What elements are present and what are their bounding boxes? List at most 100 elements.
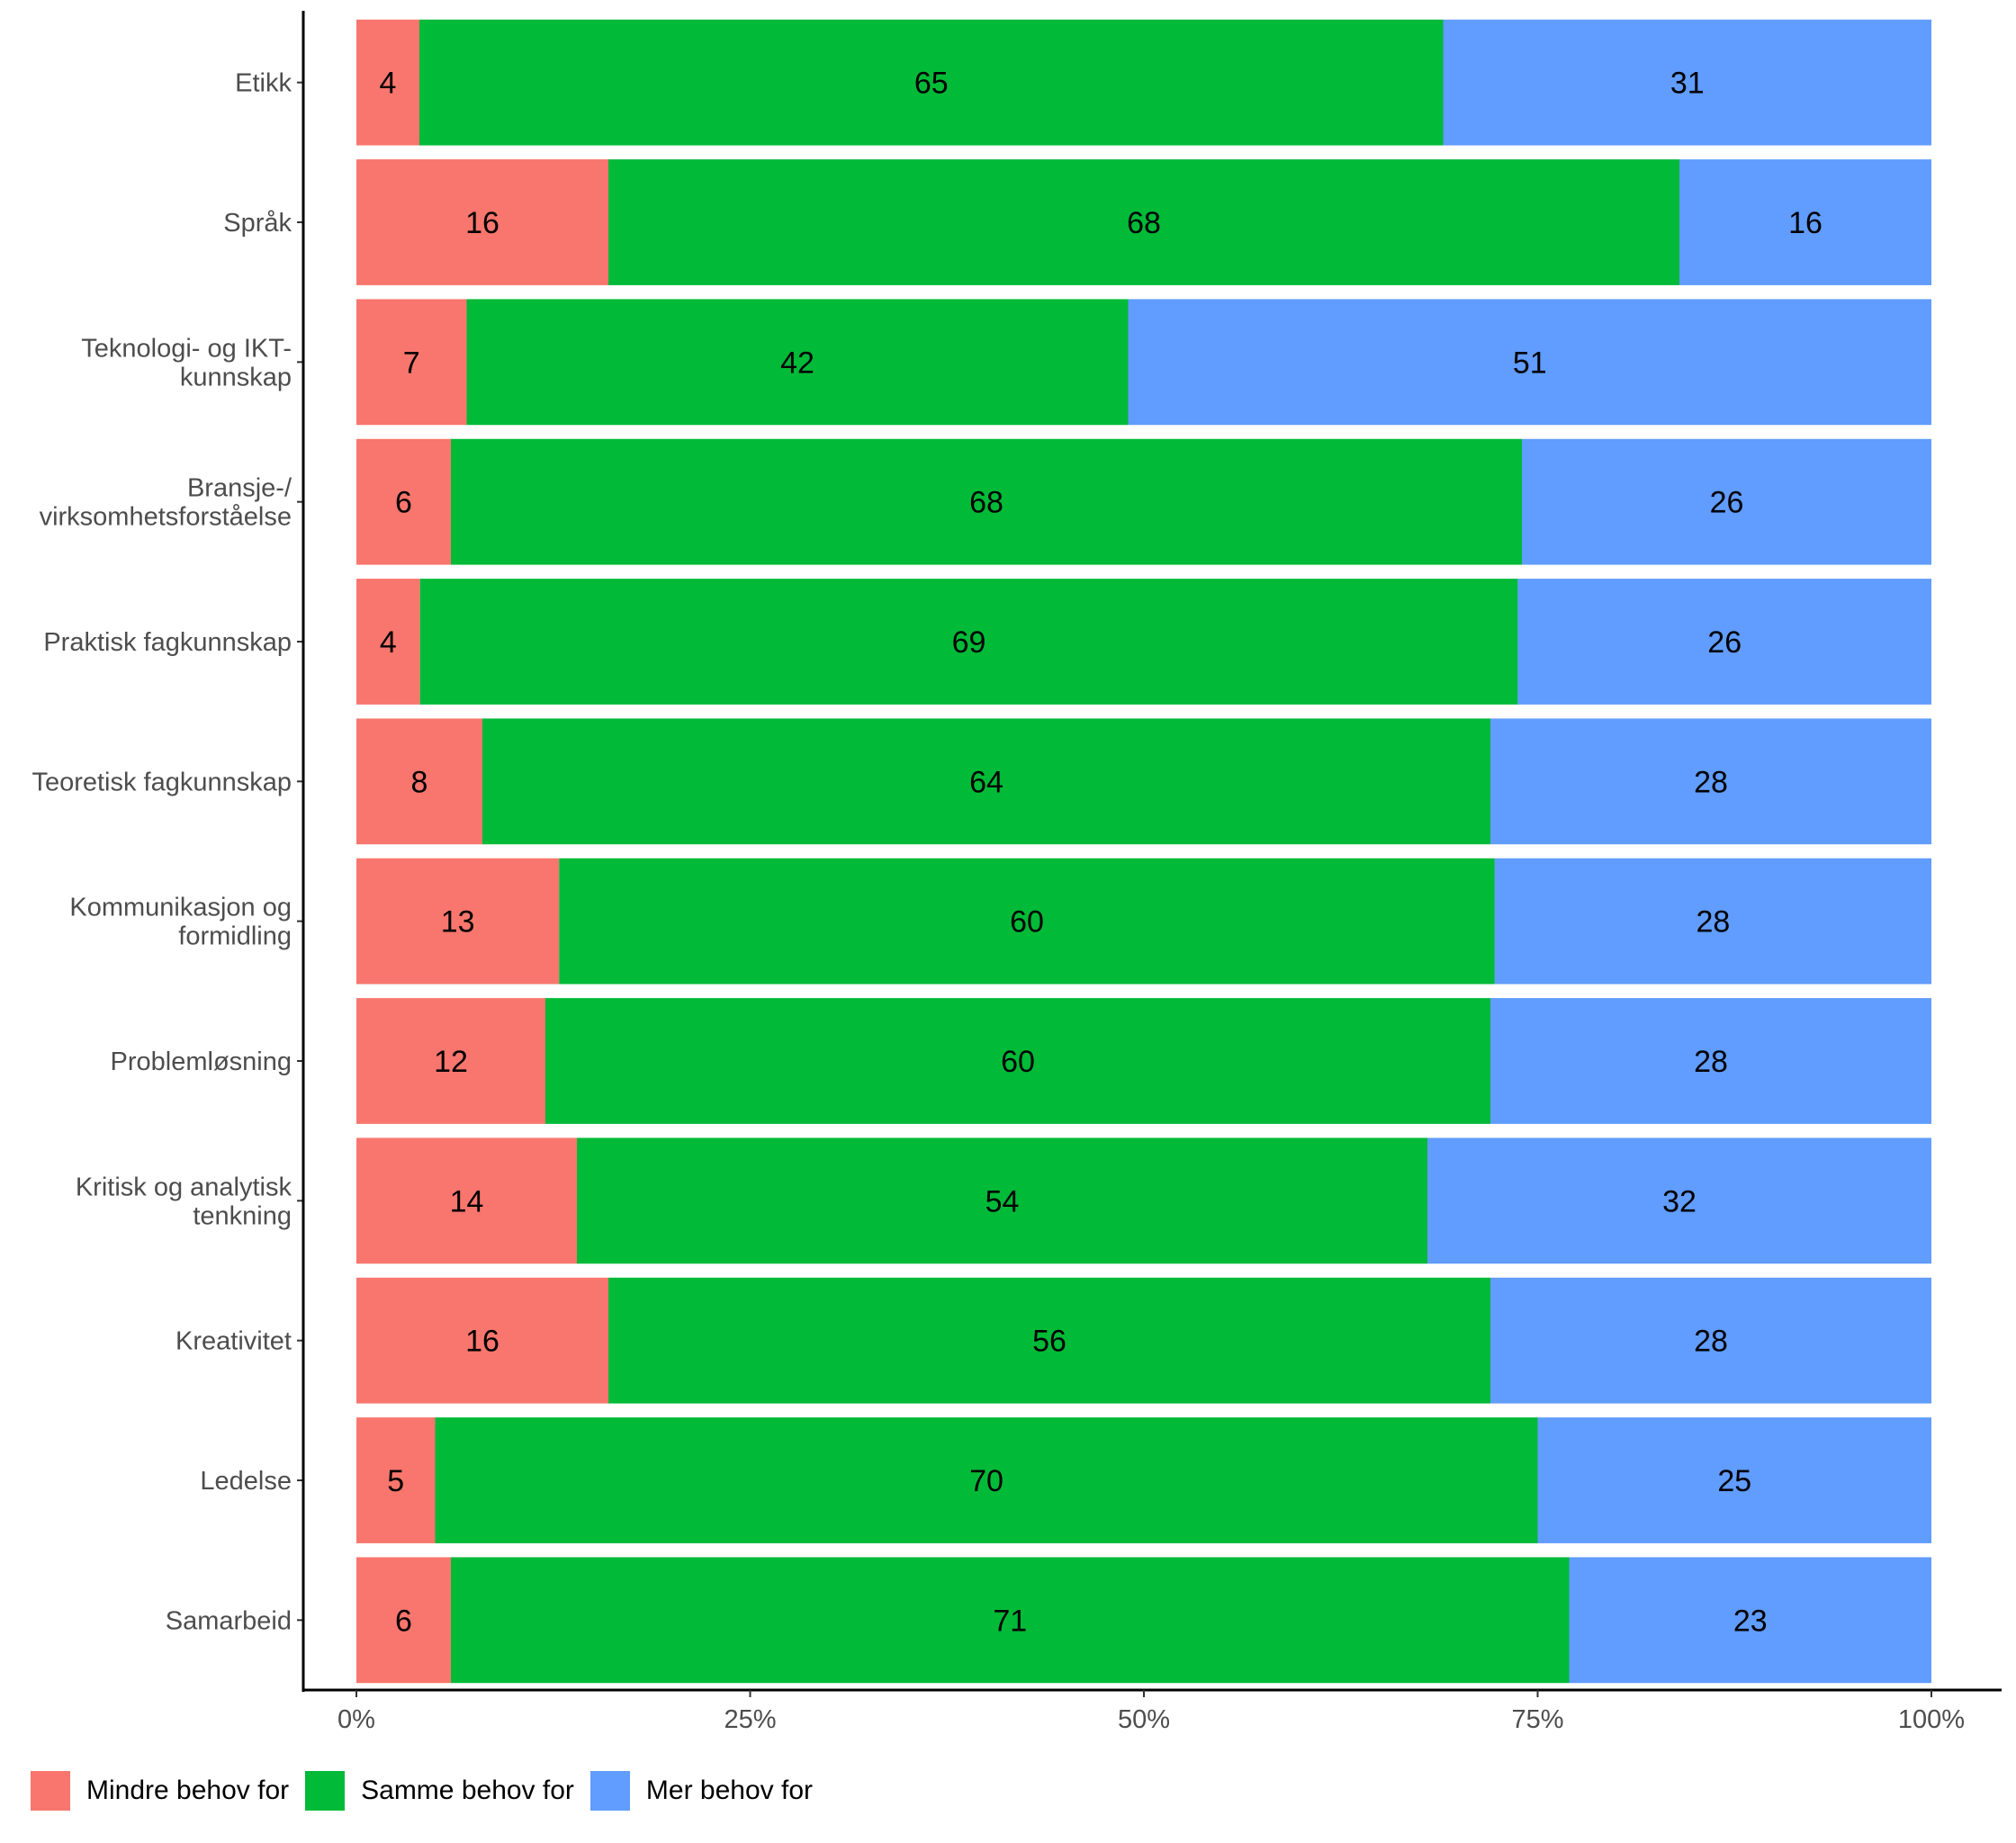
legend-swatch-mer bbox=[590, 1771, 630, 1811]
legend-item-mindre: Mindre behov for bbox=[31, 1771, 289, 1811]
data-label: 28 bbox=[1694, 1325, 1728, 1359]
data-label: 32 bbox=[1662, 1184, 1696, 1218]
y-tick-label: Bransje-/virksomhetsforståelse bbox=[40, 474, 292, 532]
bar-segment bbox=[1517, 579, 1931, 705]
legend: Mindre behov for Samme behov for Mer beh… bbox=[31, 1771, 829, 1811]
data-label: 65 bbox=[914, 67, 949, 101]
bar-segment bbox=[1537, 1417, 1931, 1543]
data-label: 14 bbox=[450, 1184, 484, 1218]
bar-segment bbox=[559, 858, 1495, 984]
data-label: 4 bbox=[380, 67, 397, 101]
bar-segment bbox=[435, 1417, 1538, 1543]
legend-item-samme: Samme behov for bbox=[305, 1771, 574, 1811]
bar-segment bbox=[419, 579, 1518, 705]
y-tick-label: Kommunikasjon og formidling bbox=[69, 894, 292, 951]
data-label: 26 bbox=[1707, 625, 1742, 660]
data-label: 25 bbox=[1717, 1464, 1751, 1498]
y-tick-label: Problemløsning bbox=[111, 1047, 292, 1076]
bar-segment bbox=[356, 858, 560, 984]
bar-segment bbox=[451, 438, 1522, 565]
bar-segment bbox=[1522, 438, 1931, 565]
y-tick-label: Praktisk fagkunnskap bbox=[43, 628, 292, 657]
data-label: 4 bbox=[380, 625, 397, 660]
data-label: 28 bbox=[1694, 765, 1728, 799]
bar-segment bbox=[577, 1137, 1427, 1264]
y-tick-label: Etikk bbox=[235, 69, 292, 98]
x-tick-label: 100% bbox=[1898, 1705, 1965, 1734]
data-label: 54 bbox=[986, 1184, 1020, 1218]
data-label: 68 bbox=[969, 486, 1004, 520]
data-label: 64 bbox=[969, 765, 1004, 799]
data-label: 8 bbox=[411, 765, 428, 799]
data-label: 7 bbox=[403, 346, 420, 380]
legend-item-mer: Mer behov for bbox=[590, 1771, 813, 1811]
bar-segment bbox=[356, 438, 451, 565]
data-label: 12 bbox=[434, 1045, 468, 1079]
x-tick-label: 75% bbox=[1511, 1705, 1563, 1734]
x-tick-label: 25% bbox=[724, 1705, 776, 1734]
bar-segment bbox=[356, 998, 545, 1124]
bar-segment bbox=[482, 718, 1490, 845]
legend-label-mindre: Mindre behov for bbox=[86, 1776, 290, 1805]
data-label: 5 bbox=[387, 1464, 404, 1498]
bar-segment bbox=[419, 19, 1444, 146]
bar-segment bbox=[356, 579, 420, 705]
data-label: 60 bbox=[1001, 1045, 1035, 1079]
data-label: 42 bbox=[780, 346, 814, 380]
data-label: 6 bbox=[395, 1604, 412, 1638]
data-label: 51 bbox=[1513, 346, 1547, 380]
data-label: 56 bbox=[1032, 1325, 1066, 1359]
data-label: 60 bbox=[1010, 905, 1044, 939]
x-tick-label: 50% bbox=[1118, 1705, 1170, 1734]
data-label: 28 bbox=[1696, 905, 1731, 939]
bar-segment bbox=[1490, 1277, 1931, 1404]
data-label: 16 bbox=[465, 206, 500, 240]
bar-segment bbox=[1443, 19, 1931, 146]
bar-segment bbox=[1494, 858, 1931, 984]
data-label: 13 bbox=[441, 905, 475, 939]
y-tick-label: Ledelse bbox=[200, 1467, 292, 1496]
data-label: 16 bbox=[465, 1325, 500, 1359]
data-label: 26 bbox=[1710, 486, 1744, 520]
bar-segment bbox=[1569, 1557, 1931, 1684]
bar-segment bbox=[1128, 299, 1931, 426]
bar-segment bbox=[1679, 159, 1931, 285]
data-label: 23 bbox=[1733, 1604, 1768, 1638]
bar-segment bbox=[1490, 998, 1931, 1124]
y-tick-label: Teknologi- og IKT-kunnskap bbox=[81, 334, 292, 391]
legend-label-mer: Mer behov for bbox=[645, 1776, 813, 1805]
data-label: 68 bbox=[1127, 206, 1161, 240]
y-tick-label: Kritisk og analytisk tenkning bbox=[76, 1173, 292, 1230]
bar-segment bbox=[356, 1137, 577, 1264]
y-tick-label: Kreativitet bbox=[176, 1327, 292, 1356]
bar-segment bbox=[1490, 718, 1931, 845]
data-label: 31 bbox=[1670, 67, 1705, 101]
legend-swatch-mindre bbox=[31, 1771, 70, 1811]
data-label: 70 bbox=[969, 1464, 1004, 1498]
data-label: 71 bbox=[993, 1604, 1027, 1638]
data-label: 16 bbox=[1788, 206, 1822, 240]
legend-label-samme: Samme behov for bbox=[361, 1776, 574, 1805]
bar-segment bbox=[545, 998, 1490, 1124]
bar-segment bbox=[356, 1557, 451, 1684]
bar-segment bbox=[356, 19, 419, 146]
x-tick-label: 0% bbox=[338, 1705, 375, 1734]
bar-segment bbox=[356, 299, 467, 426]
y-tick-label: Språk bbox=[223, 209, 292, 238]
bar-segment bbox=[356, 1417, 436, 1543]
y-tick-label: Teoretisk fagkunnskap bbox=[32, 768, 292, 796]
data-label: 69 bbox=[952, 625, 986, 660]
y-tick-label: Samarbeid bbox=[166, 1606, 292, 1635]
bar-segment bbox=[608, 159, 1679, 285]
bar-segment bbox=[356, 159, 608, 285]
data-label: 28 bbox=[1694, 1045, 1728, 1079]
data-label: 6 bbox=[395, 486, 412, 520]
bar-segment bbox=[451, 1557, 1570, 1684]
bar-segment bbox=[1427, 1137, 1931, 1264]
bar-segment bbox=[608, 1277, 1490, 1404]
bar-segment bbox=[466, 299, 1129, 426]
bar-segment bbox=[356, 1277, 608, 1404]
bar-segment bbox=[356, 718, 482, 845]
legend-swatch-samme bbox=[305, 1771, 346, 1811]
